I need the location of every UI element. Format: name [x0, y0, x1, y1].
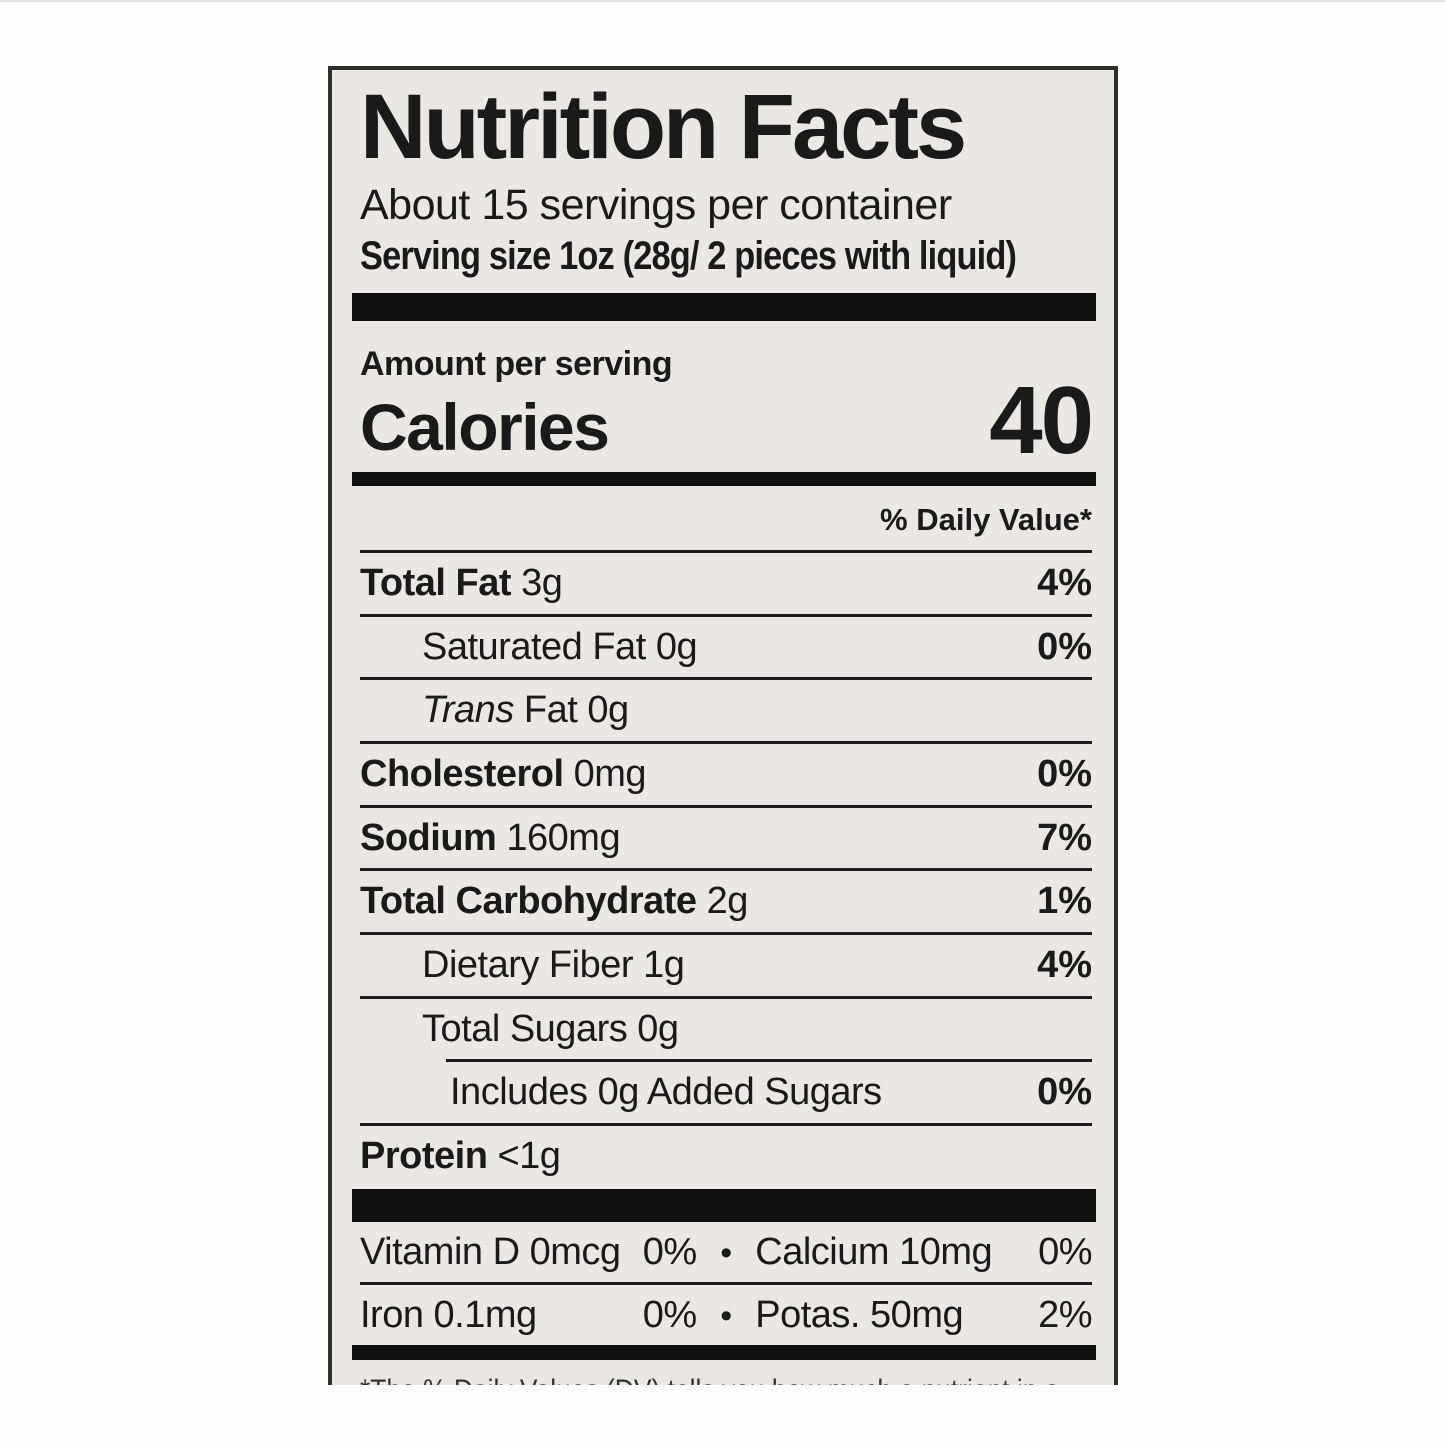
nutrient-amount: 0g [637, 1007, 679, 1050]
nutrient-amount: 3g [521, 561, 563, 604]
nutrition-facts-label: Nutrition Facts About 15 servings per co… [328, 66, 1118, 1385]
bullet-icon: • [720, 1296, 732, 1335]
micro-name: Vitamin D 0mcg [360, 1230, 621, 1273]
calories-row: Calories 40 [360, 367, 1094, 475]
row-trans-fat: Trans Fat 0g [360, 677, 1092, 741]
daily-value-percent: 0% [1037, 753, 1092, 796]
nutrient-bold-name: Cholesterol [360, 753, 564, 796]
nutrient-italic-name: Trans [422, 689, 514, 732]
indented-separator-line [446, 1059, 1092, 1063]
servings-per-container: About 15 servings per container [360, 181, 952, 230]
micro-potassium: Potas. 50mg 2% [755, 1294, 1092, 1337]
nutrient-bold-name: Protein [360, 1135, 488, 1178]
nutrient-name: Total Sugars 0g [360, 1008, 679, 1052]
daily-value-percent: 0% [1037, 1071, 1092, 1114]
daily-value-percent: 4% [1037, 944, 1092, 987]
row-total-sugars: Total Sugars 0g [360, 995, 1092, 1060]
calories-value: 40 [989, 367, 1094, 475]
nutrient-name: Cholesterol 0mg [360, 753, 647, 797]
nutrient-name: Total Fat 3g [360, 561, 563, 606]
row-total-carbohydrate: Total Carbohydrate 2g 1% [360, 868, 1092, 932]
thick-divider-bar-top [352, 293, 1096, 322]
bullet-icon: • [720, 1233, 732, 1272]
micros-row-1: Vitamin D 0mcg 0% • Calcium 10mg 0% [360, 1222, 1092, 1282]
row-added-sugars: Includes 0g Added Sugars 0% [360, 1062, 1092, 1123]
nutrient-name: Saturated Fat 0g [360, 625, 698, 670]
label-content: Nutrition Facts About 15 servings per co… [332, 70, 1114, 1385]
daily-value-percent: 0% [1037, 625, 1092, 668]
row-sodium: Sodium 160mg 7% [360, 804, 1092, 869]
nutrient-name: Sodium 160mg [360, 816, 621, 861]
nutrient-plain-name: Dietary Fiber [422, 944, 634, 987]
micros-row-2: Iron 0.1mg 0% • Potas. 50mg 2% [360, 1285, 1092, 1345]
micro-vitamin-d: Vitamin D 0mcg 0% [360, 1231, 697, 1274]
nutrient-bold-name: Sodium [360, 816, 497, 859]
nutrient-name: Total Carbohydrate 2g [360, 880, 748, 924]
micro-percent: 2% [1038, 1293, 1092, 1336]
daily-value-percent: 7% [1037, 816, 1092, 859]
daily-value-header: % Daily Value* [880, 501, 1092, 537]
nutrient-amount: 0g [587, 689, 629, 732]
label-title: Nutrition Facts [360, 76, 967, 178]
micros-separator-line [360, 1281, 1092, 1285]
nutrient-plain-name: Saturated Fat [422, 625, 646, 668]
micro-name: Calcium 10mg [755, 1230, 993, 1273]
micro-calcium: Calcium 10mg 0% [755, 1231, 1092, 1274]
amount-per-serving-label: Amount per serving [360, 345, 673, 384]
nutrient-name: Dietary Fiber 1g [360, 944, 685, 988]
micro-name: Potas. 50mg [755, 1293, 964, 1336]
nutrient-amount: <1g [497, 1135, 561, 1178]
nutrient-amount: 0g [655, 625, 698, 668]
footnote-line: *The % Daily Values (DV) tells you how m… [360, 1372, 1059, 1385]
micro-iron: Iron 0.1mg 0% [360, 1294, 697, 1337]
nutrient-amount: 1g [643, 944, 685, 987]
micro-percent: 0% [642, 1230, 697, 1273]
medium-divider-bar [352, 471, 1096, 486]
thick-divider-bar-micros [352, 1188, 1096, 1222]
nutrient-name: Trans Fat 0g [360, 689, 629, 733]
nutrient-bold-name: Total Fat [360, 561, 512, 604]
nutrient-plain-name: Fat [523, 689, 578, 732]
nutrient-bold-name: Total Carbohydrate [360, 880, 697, 923]
daily-value-footnote: *The % Daily Values (DV) tells you how m… [360, 1372, 1059, 1385]
nutrient-amount: 2g [706, 880, 749, 923]
calories-label: Calories [360, 389, 610, 464]
micro-percent: 0% [642, 1293, 697, 1336]
nutrient-plain-name: Total Sugars [422, 1007, 628, 1050]
row-cholesterol: Cholesterol 0mg 0% [360, 741, 1092, 805]
nutrient-amount: 0mg [573, 753, 647, 796]
micro-name: Iron 0.1mg [360, 1293, 537, 1336]
row-dietary-fiber: Dietary Fiber 1g 4% [360, 932, 1092, 996]
row-protein: Protein <1g [360, 1123, 1092, 1187]
row-saturated-fat: Saturated Fat 0g 0% [360, 613, 1092, 678]
serving-size-line: Serving size 1oz (28g/ 2 pieces with liq… [360, 234, 1017, 279]
medium-divider-bar-bottom [352, 1344, 1096, 1360]
nutrient-plain-name: Includes 0g Added Sugars [450, 1071, 882, 1114]
daily-value-percent: 1% [1037, 880, 1092, 923]
nutrient-name: Protein <1g [360, 1135, 561, 1179]
row-total-fat: Total Fat 3g 4% [360, 549, 1092, 614]
nutrient-amount: 160mg [506, 816, 621, 859]
micro-percent: 0% [1038, 1230, 1092, 1273]
daily-value-percent: 4% [1037, 561, 1092, 604]
nutrient-name: Includes 0g Added Sugars [360, 1071, 882, 1115]
